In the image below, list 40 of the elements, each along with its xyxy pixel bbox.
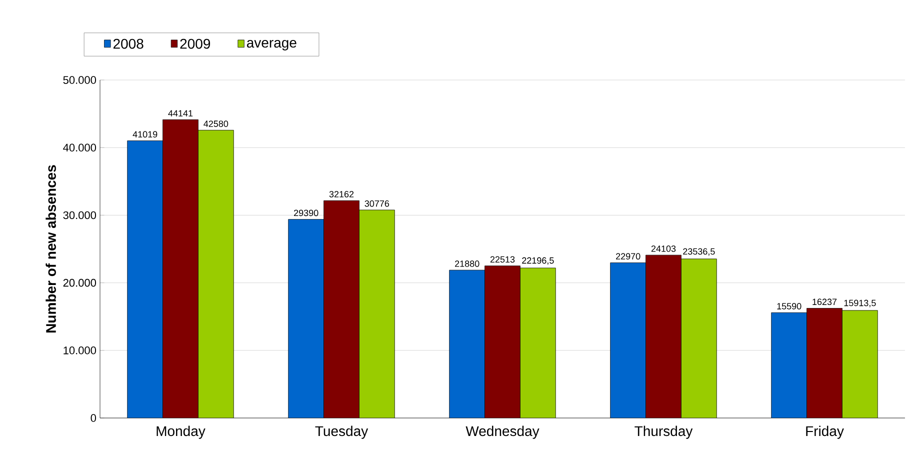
x-tick-label: Friday [806,426,844,439]
data-label: 22196,5 [522,257,554,265]
bar [646,255,682,418]
data-label: 23536,5 [683,248,715,256]
y-tick-label: 30.000 [63,211,96,220]
data-label: 22970 [616,253,640,260]
x-tick-label: Tuesday [315,426,368,439]
data-label: 44141 [168,110,193,116]
data-label: 30776 [364,200,390,207]
bar [449,270,485,418]
data-label: 21880 [455,260,480,267]
x-tick-label: Thursday [634,426,693,439]
y-tick-label: 20.000 [63,278,96,287]
bar [610,262,646,418]
bar [162,120,198,418]
data-label: 22513 [490,256,515,263]
bar [771,312,807,418]
data-label: 16237 [812,298,837,306]
y-axis-title: Number of new absences [46,165,56,332]
y-tick-label: 40.000 [63,144,96,152]
data-label: 15590 [777,303,802,310]
y-tick-label: 50.000 [63,76,96,84]
x-tick-label: Monday [156,426,206,439]
data-label: 41019 [132,131,158,138]
data-label: 32162 [329,191,354,198]
data-label: 42580 [204,120,228,127]
bar [806,308,842,418]
bar [324,200,360,418]
x-tick-label: Wednesday [466,426,540,439]
y-tick-label: 10.000 [64,346,96,354]
bar [127,140,163,418]
bar [484,266,520,418]
bar [288,219,324,418]
data-label: 24103 [651,245,676,252]
y-tick-label: 0 [90,414,96,422]
data-label: 15913,5 [844,300,876,308]
legend-label: 2009 [180,38,210,49]
legend-label: average [246,40,296,50]
legend-label: 2008 [113,38,144,49]
data-label: 29390 [294,210,318,216]
